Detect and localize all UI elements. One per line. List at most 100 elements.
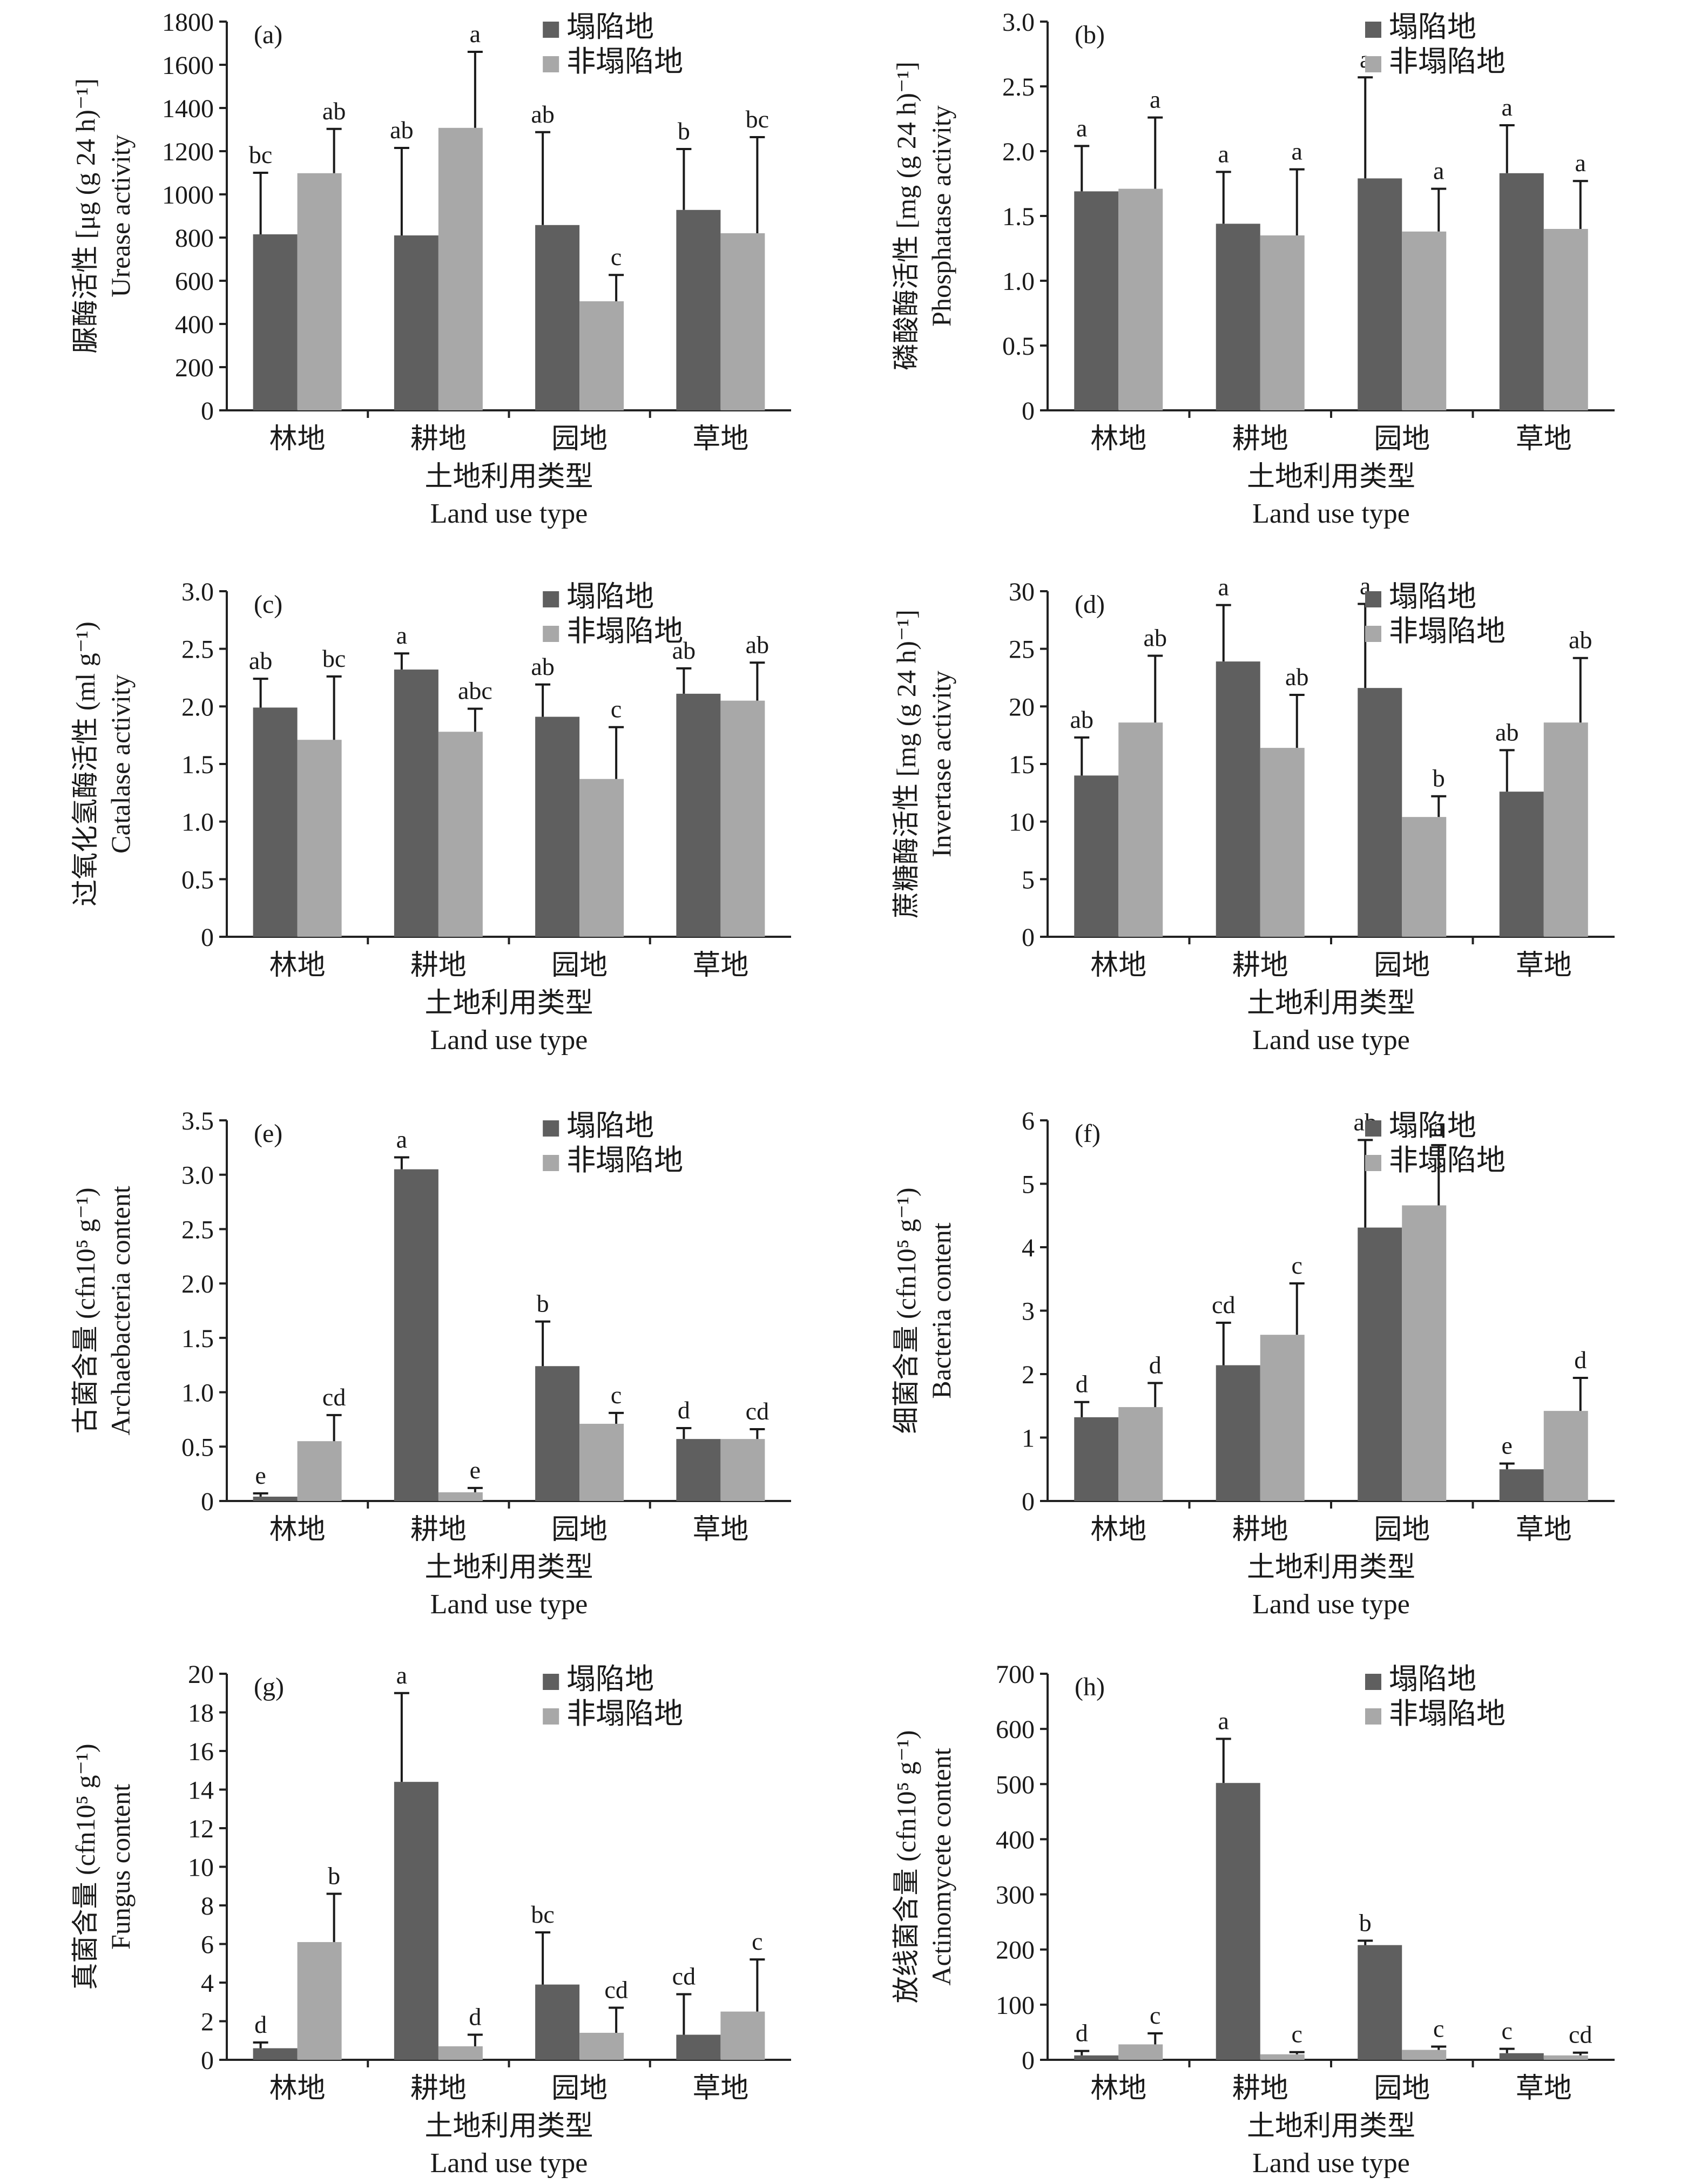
chart-panel-e: 0 0.5 1.0 1.5 2.0 2.5 3.0 3.5 e cd 林地 a e 耕地 b c 园地 d cd 草地… xyxy=(70,1107,791,1620)
significance-letter: bc xyxy=(746,105,769,133)
y-tick-label: 18 xyxy=(188,1699,214,1728)
x-tick-label: 园地 xyxy=(1374,2073,1430,2104)
legend-swatch xyxy=(543,1155,559,1171)
x-tick-label: 草地 xyxy=(692,950,748,981)
x-axis-title-cn: 土地利用类型 xyxy=(1247,2111,1415,2142)
legend-label: 塌陷地 xyxy=(566,11,654,43)
chart-panel-f: 0123456dd林地cdc耕地aba园地ed草地(f)塌陷地非塌陷地土地利用类… xyxy=(891,1107,1615,1620)
y-tick-label: 500 xyxy=(996,1770,1035,1799)
significance-letter: abc xyxy=(458,677,492,705)
bar xyxy=(720,700,765,937)
y-tick-label: 25 xyxy=(1009,635,1035,664)
x-tick-label: 草地 xyxy=(1516,950,1572,981)
significance-letter: c xyxy=(1292,2020,1302,2048)
bar xyxy=(1074,191,1119,410)
y-tick-label: 2.0 xyxy=(1002,138,1035,166)
legend-swatch xyxy=(1365,22,1381,38)
panel-label: (c) xyxy=(254,590,282,619)
x-tick-label: 园地 xyxy=(551,424,608,455)
y-tick-label: 2.5 xyxy=(1002,73,1035,102)
significance-letter: b xyxy=(1359,1909,1372,1936)
y-tick-label: 1.0 xyxy=(1002,267,1035,296)
x-axis-title-cn: 土地利用类型 xyxy=(424,1552,593,1583)
y-tick-label: 2 xyxy=(1022,1361,1035,1389)
bar xyxy=(1074,2055,1119,2060)
bar xyxy=(579,1423,624,1501)
y-axis-title-cn: 过氧化氢酶活性 (ml g⁻¹) xyxy=(70,621,100,906)
y-axis-title-en: Archaebacteria content xyxy=(105,1186,136,1435)
y-tick-label: 10 xyxy=(1009,808,1035,837)
x-tick-label: 林地 xyxy=(1090,424,1146,455)
legend-swatch xyxy=(1365,1674,1381,1690)
y-tick-label: 600 xyxy=(996,1715,1035,1744)
bar xyxy=(720,2011,765,2060)
x-axis-title-en: Land use type xyxy=(1252,498,1410,529)
bar xyxy=(1543,2055,1588,2060)
significance-letter: d xyxy=(1076,2019,1088,2047)
significance-letter: d xyxy=(678,1396,690,1424)
legend-swatch xyxy=(1365,1155,1381,1171)
y-tick-label: 0 xyxy=(201,397,214,425)
bar xyxy=(535,225,580,410)
bar xyxy=(1402,1205,1447,1501)
legend-swatch xyxy=(1365,1708,1381,1725)
bar xyxy=(1402,231,1447,410)
legend-swatch xyxy=(1365,56,1381,72)
bar xyxy=(579,301,624,410)
bar xyxy=(394,1169,438,1501)
bar xyxy=(676,2034,721,2060)
significance-letter: ab xyxy=(1569,626,1592,654)
y-axis-title-en: Actinomycete content xyxy=(926,1748,956,1985)
bar xyxy=(1074,1417,1119,1501)
bar xyxy=(1402,817,1447,937)
y-tick-label: 300 xyxy=(996,1881,1035,1910)
y-tick-label: 15 xyxy=(1009,750,1035,779)
significance-letter: c xyxy=(611,695,622,723)
y-tick-label: 5 xyxy=(1022,866,1035,894)
y-tick-label: 5 xyxy=(1022,1171,1035,1199)
bar xyxy=(253,2048,298,2060)
bar xyxy=(1499,1469,1544,1501)
x-tick-label: 草地 xyxy=(692,1514,748,1545)
y-tick-label: 1000 xyxy=(162,181,214,209)
y-tick-label: 1.5 xyxy=(181,1324,214,1353)
legend-label: 非塌陷地 xyxy=(566,615,683,647)
x-tick-label: 林地 xyxy=(1090,2073,1146,2104)
bar xyxy=(1118,1407,1163,1501)
legend-swatch xyxy=(543,626,559,642)
y-axis-title-cn: 真菌含量 (cfn10⁵ g⁻¹) xyxy=(70,1744,100,1990)
y-tick-label: 3.5 xyxy=(181,1107,214,1135)
y-tick-label: 0 xyxy=(201,1487,214,1516)
y-tick-label: 8 xyxy=(201,1892,214,1921)
significance-letter: a xyxy=(1433,1113,1444,1141)
legend-label: 非塌陷地 xyxy=(566,1698,683,1730)
significance-letter: e xyxy=(470,1456,481,1484)
significance-letter: e xyxy=(255,1462,266,1489)
bar xyxy=(438,1492,483,1501)
y-tick-label: 6 xyxy=(201,1931,214,1959)
y-axis-title-cn: 磷酸酶活性 [mg (g 24 h)⁻¹] xyxy=(891,62,921,370)
significance-letter: bc xyxy=(531,1901,554,1928)
significance-letter: cd xyxy=(1569,2021,1592,2048)
bar xyxy=(676,1439,721,1501)
bar xyxy=(438,127,483,411)
significance-letter: a xyxy=(396,621,407,649)
y-tick-label: 1600 xyxy=(162,51,214,80)
x-tick-label: 林地 xyxy=(269,2073,326,2104)
y-tick-label: 30 xyxy=(1009,578,1035,606)
bar xyxy=(297,740,342,937)
panel-label: (g) xyxy=(254,1673,284,1701)
significance-letter: cd xyxy=(672,1962,696,1990)
x-tick-label: 园地 xyxy=(1374,950,1430,981)
bar xyxy=(1260,235,1305,410)
panel-label: (f) xyxy=(1075,1119,1101,1148)
significance-letter: d xyxy=(469,2003,481,2031)
x-tick-label: 林地 xyxy=(269,424,326,455)
significance-letter: a xyxy=(1218,1707,1229,1735)
y-tick-label: 2.0 xyxy=(181,1270,214,1299)
bar xyxy=(1118,2044,1163,2060)
panel-label: (d) xyxy=(1075,590,1105,619)
bar xyxy=(579,2032,624,2060)
legend-label: 塌陷地 xyxy=(566,1110,654,1142)
y-tick-label: 0 xyxy=(1022,397,1035,425)
